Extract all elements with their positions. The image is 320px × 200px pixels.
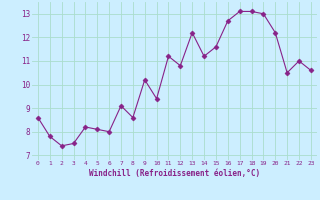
X-axis label: Windchill (Refroidissement éolien,°C): Windchill (Refroidissement éolien,°C) [89,169,260,178]
